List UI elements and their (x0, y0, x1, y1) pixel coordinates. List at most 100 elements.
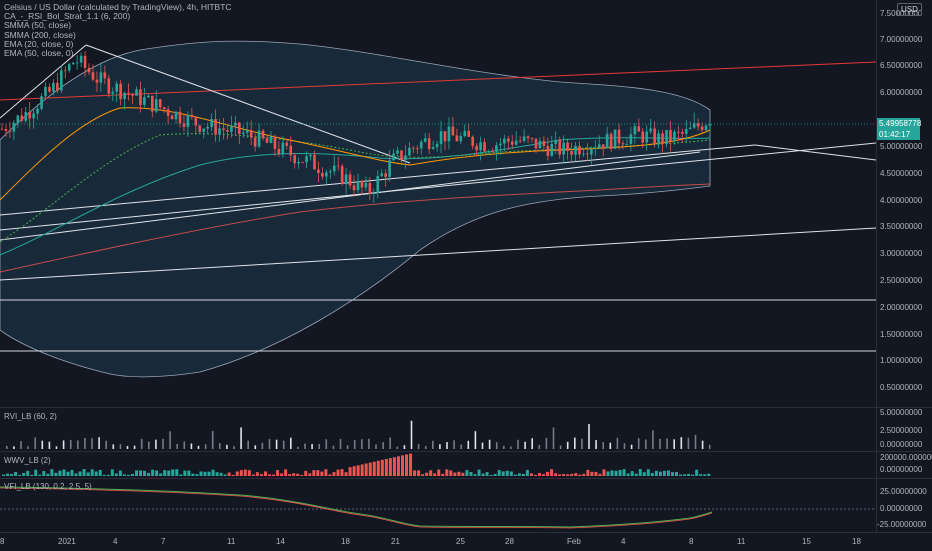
candle-body[interactable] (99, 72, 103, 83)
wwv-pane-title[interactable]: WWV_LB (2) (4, 456, 51, 465)
candle-body[interactable] (613, 129, 617, 149)
candle-body[interactable] (522, 136, 526, 141)
candle-body[interactable] (570, 150, 573, 155)
candle-body[interactable] (641, 131, 645, 143)
candle-body[interactable] (245, 129, 249, 133)
candle-body[interactable] (344, 174, 348, 185)
candle-body[interactable] (447, 126, 451, 142)
candle-body[interactable] (633, 126, 637, 135)
candle-body[interactable] (297, 161, 300, 164)
candle-body[interactable] (534, 138, 538, 149)
candle-body[interactable] (392, 153, 395, 161)
legend-indicator-5[interactable]: EMA (50, close, 0) (4, 48, 74, 59)
candle-body[interactable] (269, 136, 273, 143)
candle-body[interactable] (376, 176, 380, 193)
candle-body[interactable] (435, 143, 439, 148)
legend-indicator-4[interactable]: EMA (20, close, 0) (4, 38, 74, 49)
candle-body[interactable] (222, 128, 225, 131)
candle-body[interactable] (289, 145, 293, 156)
candle-body[interactable] (657, 133, 660, 145)
candle-body[interactable] (514, 140, 518, 145)
candle-body[interactable] (673, 131, 676, 142)
candle-body[interactable] (75, 62, 79, 64)
candle-body[interactable] (56, 82, 59, 91)
candle-body[interactable] (257, 130, 261, 147)
candle-body[interactable] (309, 154, 312, 157)
candle-body[interactable] (328, 171, 332, 173)
legend-indicator-1[interactable]: CA_-_RSI_Bol_Strat_1.1 (6, 200) (4, 11, 131, 22)
candle-body[interactable] (194, 117, 198, 126)
candle-body[interactable] (170, 115, 174, 120)
candle-body[interactable] (562, 142, 565, 155)
trendline-falling-right[interactable] (754, 144, 876, 161)
candle-body[interactable] (186, 114, 190, 127)
candle-body[interactable] (143, 97, 146, 106)
candle-body[interactable] (265, 138, 269, 143)
candle-body[interactable] (67, 64, 71, 71)
candle-body[interactable] (582, 153, 585, 155)
trendline-rising-3[interactable] (0, 227, 876, 281)
candle-body[interactable] (348, 174, 352, 186)
candle-body[interactable] (238, 122, 241, 134)
candle-body[interactable] (491, 151, 494, 153)
candle-body[interactable] (281, 142, 285, 154)
candle-body[interactable] (206, 126, 209, 129)
candle-body[interactable] (178, 111, 182, 124)
trendline-triangle-right[interactable] (85, 44, 411, 164)
pane-separator-rvi[interactable] (0, 407, 932, 408)
candle-body[interactable] (340, 166, 344, 185)
candle-body[interactable] (601, 144, 605, 149)
candle-body[interactable] (60, 70, 63, 91)
candle-body[interactable] (459, 136, 463, 142)
candle-body[interactable] (645, 131, 649, 143)
candle-body[interactable] (79, 55, 83, 63)
candle-body[interactable] (234, 122, 237, 126)
candle-body[interactable] (499, 143, 502, 146)
candle-body[interactable] (107, 78, 111, 94)
candle-body[interactable] (131, 94, 134, 96)
candle-body[interactable] (135, 89, 138, 96)
candle-body[interactable] (368, 182, 372, 195)
candle-body[interactable] (139, 89, 142, 106)
candle-body[interactable] (0, 128, 4, 130)
candle-body[interactable] (103, 72, 107, 79)
trendline-rising-2[interactable] (0, 142, 876, 231)
candle-body[interactable] (412, 147, 415, 149)
candle-body[interactable] (629, 134, 633, 145)
candle-body[interactable] (151, 95, 154, 112)
candle-body[interactable] (538, 140, 542, 149)
candle-body[interactable] (431, 147, 435, 149)
candle-body[interactable] (609, 133, 613, 149)
candle-body[interactable] (95, 79, 99, 83)
candle-body[interactable] (352, 185, 356, 191)
candle-body[interactable] (704, 125, 708, 130)
candle-body[interactable] (83, 55, 87, 68)
candle-body[interactable] (230, 125, 233, 132)
resistance-trendline[interactable] (0, 61, 876, 101)
candle-body[interactable] (16, 115, 20, 123)
candle-body[interactable] (665, 129, 668, 144)
candle-body[interactable] (526, 136, 530, 139)
candle-body[interactable] (574, 145, 577, 155)
candle-body[interactable] (40, 96, 43, 109)
candle-body[interactable] (162, 107, 166, 110)
candle-body[interactable] (198, 125, 202, 132)
candle-body[interactable] (158, 99, 162, 108)
candle-body[interactable] (396, 150, 399, 154)
candle-body[interactable] (210, 119, 213, 127)
candle-body[interactable] (147, 95, 150, 98)
candle-body[interactable] (20, 115, 24, 121)
pane-separator-vfi[interactable] (0, 478, 932, 479)
candle-body[interactable] (625, 144, 629, 145)
legend-indicator-3[interactable]: SMMA (200, close) (4, 29, 76, 40)
candle-body[interactable] (637, 126, 641, 132)
candle-body[interactable] (677, 131, 680, 133)
candle-body[interactable] (661, 133, 664, 144)
candle-body[interactable] (416, 148, 419, 149)
pane-separator-wwv[interactable] (0, 451, 932, 452)
candle-body[interactable] (127, 92, 130, 95)
candle-body[interactable] (455, 135, 459, 142)
candle-body[interactable] (24, 112, 28, 121)
candle-body[interactable] (277, 148, 281, 154)
